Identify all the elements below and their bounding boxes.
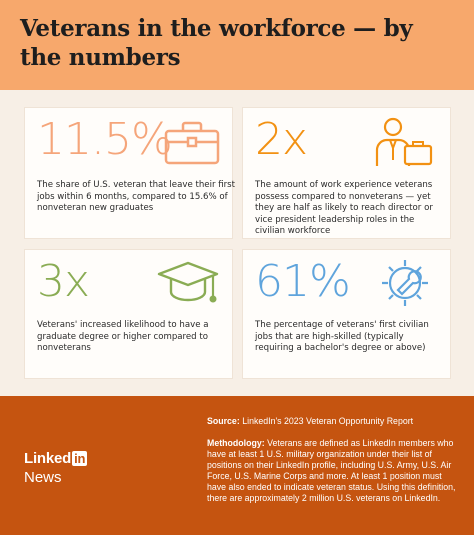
- stat-value: 11.5%: [37, 114, 173, 165]
- methodology-text: Veterans are defined as LinkedIn members…: [207, 438, 456, 503]
- stat-description: The amount of work experience veterans p…: [255, 180, 433, 236]
- stat-value: 2x: [255, 114, 308, 165]
- source-note: Source: LinkedIn's 2023 Veteran Opportun…: [207, 416, 462, 427]
- graduation-cap-icon: [155, 258, 221, 312]
- stat-value: 61%: [255, 256, 351, 307]
- stat-card-graduate-degree: 3x Veterans' increased likelihood to hav…: [24, 249, 233, 379]
- stat-card-share-leaving: 11.5% The share of U.S. veteran that lea…: [24, 107, 235, 239]
- header-banner: Veterans in the workforce — by the numbe…: [0, 0, 474, 90]
- logo-word-text: Linked: [24, 450, 72, 467]
- methodology-label: Methodology:: [207, 438, 265, 448]
- page-title: Veterans in the workforce — by the numbe…: [20, 15, 413, 71]
- gear-wrench-icon: [378, 256, 432, 314]
- stat-card-high-skilled: 61% The percentage of veterans' first ci…: [242, 249, 451, 379]
- stat-value: 3x: [37, 256, 90, 307]
- logo-in-badge: in: [72, 451, 88, 466]
- stat-description: Veterans' increased likelihood to have a…: [37, 320, 209, 353]
- stat-description: The share of U.S. veteran that leave the…: [37, 180, 236, 213]
- linkedin-news-logo: Linked in News: [24, 448, 88, 486]
- businessman-icon: [371, 116, 435, 172]
- logo-wordmark: Linked in: [24, 450, 88, 467]
- logo-news-text: News: [24, 469, 62, 486]
- source-label: Source:: [207, 416, 240, 426]
- source-text: LinkedIn's 2023 Veteran Opportunity Repo…: [242, 416, 414, 426]
- stat-card-work-experience: 2x The amount of work experience veteran…: [242, 107, 451, 239]
- stat-description: The percentage of veterans' first civili…: [255, 320, 429, 353]
- briefcase-icon: [163, 120, 221, 170]
- methodology-note: Methodology: Veterans are defined as Lin…: [207, 438, 462, 504]
